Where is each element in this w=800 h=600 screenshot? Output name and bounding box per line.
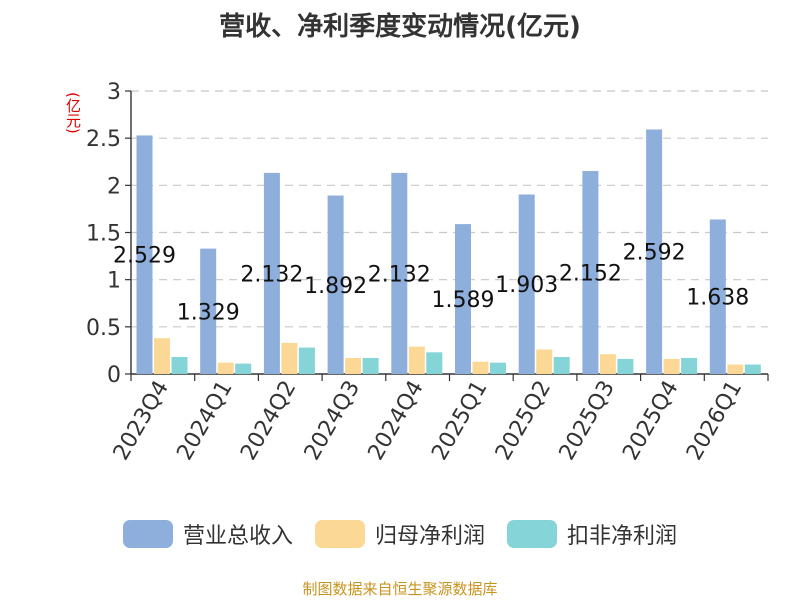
y-tick-label: 0.5 — [86, 316, 121, 341]
data-label: 1.892 — [304, 274, 367, 299]
bar-2023Q4-series-0 — [136, 135, 153, 374]
bar-2025Q3-series-2 — [617, 358, 634, 374]
bar-2023Q4-series-2 — [171, 357, 188, 374]
bar-2024Q4-series-0 — [391, 172, 408, 374]
x-tick-label: 2024Q4 — [364, 377, 429, 465]
y-tick-label: 2.5 — [86, 127, 121, 152]
legend-label-revenue: 营业总收入 — [182, 524, 293, 549]
bar-2025Q2-series-2 — [553, 357, 570, 374]
x-tick-label: 2025Q4 — [618, 377, 683, 465]
y-tick-label: 2 — [107, 174, 121, 199]
bar-2024Q4-series-2 — [426, 352, 443, 374]
bar-2026Q1-series-1 — [727, 364, 744, 374]
bar-2024Q3-series-2 — [362, 357, 379, 374]
x-tick-label: 2023Q4 — [109, 377, 174, 465]
bar-2025Q1-series-1 — [472, 361, 489, 374]
legend-swatch-deducted-profit — [507, 520, 557, 548]
legend-label-net-profit: 归母净利润 — [374, 524, 485, 549]
legend-item-deducted-profit[interactable]: 扣非净利润 — [507, 518, 677, 550]
x-tick-label: 2024Q3 — [300, 377, 365, 465]
source-note: 制图数据来自恒生聚源数据库 — [302, 580, 498, 598]
bar-2025Q1-series-2 — [490, 362, 506, 374]
chart-title: 营收、净利季度变动情况(亿元) — [219, 12, 581, 42]
x-tick-label: 2024Q1 — [172, 377, 237, 465]
bar-2024Q1-series-2 — [235, 363, 252, 374]
legend: 营业总收入 归母净利润 扣非净利润 — [0, 518, 800, 550]
data-label: 2.152 — [559, 261, 622, 286]
y-axis-unit-label: (亿元) — [64, 92, 82, 134]
bar-2023Q4-series-1 — [154, 338, 170, 374]
y-tick-label: 1 — [107, 269, 121, 294]
bar-2024Q2-series-1 — [281, 342, 298, 374]
y-tick-label: 1.5 — [86, 222, 121, 247]
bar-2025Q4-series-0 — [646, 129, 663, 374]
bar-2024Q1-series-0 — [200, 248, 217, 374]
bar-2026Q1-series-0 — [709, 219, 726, 374]
x-tick-label: 2025Q1 — [427, 376, 492, 464]
bar-2024Q3-series-1 — [345, 357, 362, 374]
legend-item-revenue[interactable]: 营业总收入 — [122, 518, 293, 550]
y-tick-label: 0 — [107, 363, 121, 388]
bar-2024Q4-series-1 — [408, 346, 425, 374]
legend-swatch-revenue — [122, 520, 173, 548]
x-tick-label: 2024Q2 — [236, 377, 301, 465]
bar-2025Q3-series-0 — [582, 170, 599, 374]
data-label: 2.132 — [240, 262, 303, 287]
data-label: 2.592 — [623, 241, 686, 266]
legend-label-deducted-profit: 扣非净利润 — [567, 524, 678, 549]
bar-2025Q2-series-1 — [536, 349, 553, 374]
x-tick-label: 2026Q1 — [682, 377, 747, 465]
bar-2024Q1-series-1 — [217, 362, 234, 374]
data-label: 1.638 — [686, 286, 749, 311]
data-label: 1.329 — [177, 300, 240, 325]
data-label: 1.589 — [432, 288, 495, 313]
legend-swatch-net-profit — [314, 520, 365, 548]
bar-2025Q3-series-1 — [599, 354, 616, 374]
bar-2024Q3-series-0 — [327, 195, 344, 374]
bar-2025Q4-series-2 — [681, 357, 698, 374]
bar-2025Q4-series-1 — [663, 358, 680, 374]
x-tick-label: 2025Q3 — [555, 377, 620, 465]
x-tick-label: 2025Q2 — [491, 377, 556, 465]
bar-2026Q1-series-2 — [744, 364, 761, 374]
bar-2024Q2-series-0 — [263, 172, 280, 374]
bar-2024Q2-series-2 — [298, 347, 315, 374]
data-label: 2.529 — [113, 244, 176, 269]
y-tick-label: 3 — [107, 80, 121, 105]
data-label: 2.132 — [368, 262, 431, 287]
bar-2025Q2-series-0 — [518, 194, 535, 374]
bar-2025Q1-series-0 — [455, 224, 471, 374]
data-label: 1.903 — [495, 273, 558, 298]
legend-item-net-profit[interactable]: 归母净利润 — [314, 518, 485, 550]
